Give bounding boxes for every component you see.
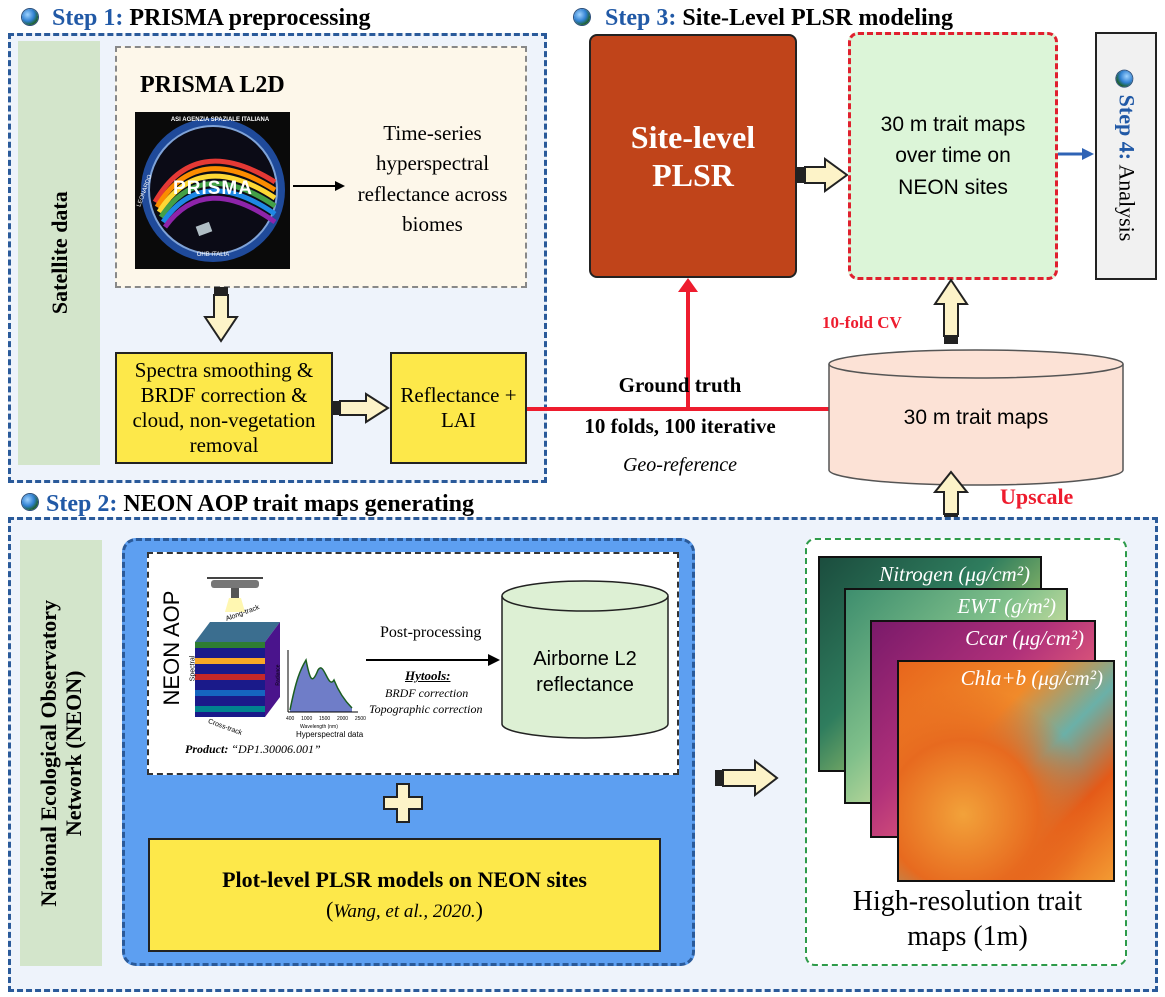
prisma-title: PRISMA L2D bbox=[140, 72, 285, 98]
prisma-logo-text: PRISMA bbox=[173, 178, 253, 199]
trait-maps-time-box: 30 m trait maps over time on NEON sites bbox=[848, 32, 1058, 280]
plot-level-box: Plot-level PLSR models on NEON sites (Wa… bbox=[148, 838, 661, 952]
airborne-cylinder bbox=[500, 578, 670, 740]
wavelength-label: Wavelength (nm) bbox=[300, 724, 338, 730]
prisma-logo bbox=[135, 112, 290, 269]
hyperspectral-data-label: Hyperspectral data bbox=[296, 730, 364, 739]
right-arrow-icon bbox=[366, 653, 500, 672]
down-arrow-icon bbox=[203, 287, 239, 348]
ground-truth-label: Ground truth bbox=[618, 373, 742, 397]
cv-line-vertical bbox=[686, 288, 690, 409]
neon-network-label: National Ecological Observatory Network (… bbox=[20, 540, 102, 966]
preprocess-box: Spectra smoothing & BRDF correction & cl… bbox=[115, 352, 333, 464]
trait-maps-30m-cylinder bbox=[827, 348, 1125, 488]
ground-truth-line bbox=[527, 407, 829, 411]
trait-maps-30m-label: 30 m trait maps bbox=[903, 406, 1049, 429]
right-arrow-icon bbox=[797, 157, 849, 198]
folds-label: 10 folds, 100 iterative bbox=[584, 414, 776, 438]
hyperspectral-cube bbox=[190, 612, 290, 732]
neon-aop-title: NEON AOP bbox=[159, 590, 184, 706]
globe-icon bbox=[1116, 70, 1133, 87]
spectral-label: Spectral bbox=[189, 655, 197, 682]
right-arrow-icon bbox=[715, 758, 779, 803]
step2-title: Step 2: NEON AOP trait maps generating bbox=[46, 491, 474, 517]
spectrum-plot bbox=[282, 640, 364, 725]
plus-icon bbox=[382, 782, 424, 829]
prisma-logo-ring-text: ASI AGENZIA SPAZIALE ITALIANA bbox=[170, 117, 270, 123]
brdf-label: BRDF correction bbox=[385, 686, 469, 700]
georeference-label: Geo-reference bbox=[622, 454, 737, 476]
map-chla: Chla+b (μg/cm²) bbox=[897, 660, 1115, 882]
airborne-label: Airborne L2 reflectance bbox=[533, 648, 637, 696]
reflectance-box: Reflectance + LAI bbox=[390, 352, 527, 464]
hires-caption: High-resolution trait maps (1m) bbox=[852, 886, 1083, 952]
hytools-label: Hytools: bbox=[405, 668, 451, 683]
up-arrow-icon bbox=[933, 278, 969, 349]
wavelength-ticks: 400 1000 1500 2000 2500 bbox=[286, 716, 366, 722]
right-arrow-icon bbox=[1058, 147, 1094, 166]
globe-icon bbox=[22, 494, 38, 510]
topo-label: Topographic correction bbox=[369, 702, 483, 716]
step1-title: Step 1: PRISMA preprocessing bbox=[52, 5, 371, 31]
globe-icon bbox=[574, 9, 590, 25]
cv-label: 10-fold CV bbox=[822, 313, 902, 332]
drone-icon bbox=[205, 572, 265, 617]
satellite-data-label: Satellite data bbox=[18, 41, 100, 465]
globe-icon bbox=[22, 9, 38, 25]
right-arrow-icon bbox=[293, 178, 345, 199]
step3-title: Step 3: Site-Level PLSR modeling bbox=[605, 5, 953, 31]
post-processing-label: Post-processing bbox=[380, 624, 482, 641]
right-arrow-icon bbox=[332, 392, 390, 429]
prisma-description: Time-series hyperspectral reflectance ac… bbox=[357, 121, 508, 237]
site-level-plsr-box: Site-level PLSR bbox=[589, 34, 797, 278]
prisma-logo-bottom-text: OHB ITALIA bbox=[196, 252, 230, 258]
radiance-label: Radiance bbox=[275, 664, 282, 686]
step4-box: Step 4: Analysis bbox=[1095, 32, 1157, 280]
up-arrow-icon bbox=[678, 278, 698, 297]
upscale-label: Upscale bbox=[1000, 484, 1074, 509]
product-label: Product: “DP1.30006.001” bbox=[185, 742, 321, 756]
